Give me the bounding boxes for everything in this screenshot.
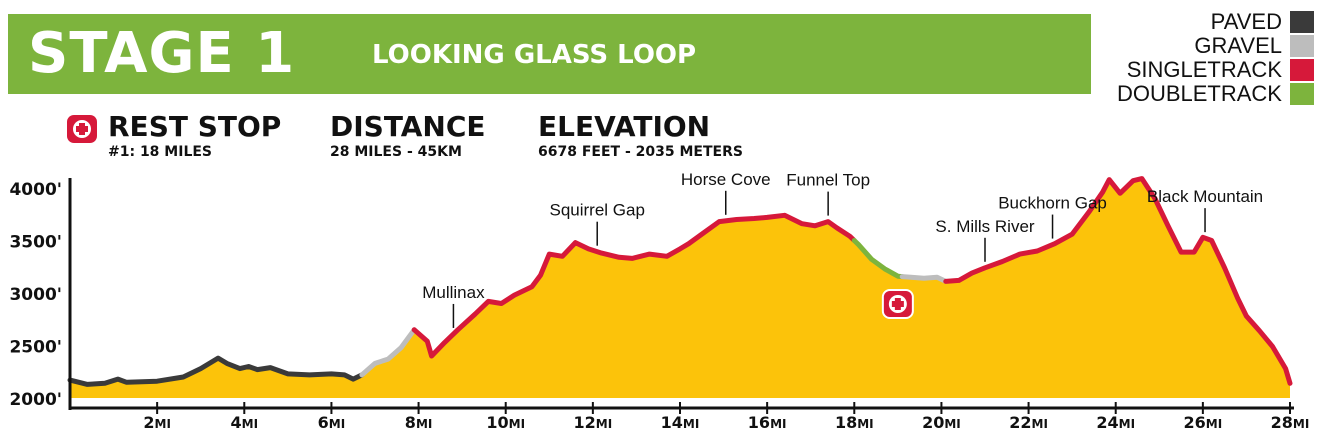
legend-label: PAVED [1210,9,1282,34]
rest-stop-marker-cross-h [891,301,904,307]
elevation-area [70,178,1290,398]
route-segment-paved [67,355,365,387]
x-tick-label: 14MI [661,413,700,432]
rest-stop-info: REST STOP #1: 18 MILES [108,110,282,161]
x-tick-label: 26MI [1184,413,1223,432]
annotation-label: Mullinax [422,283,485,302]
stage-title: STAGE 1 [28,21,296,86]
legend-label: SINGLETRACK [1126,57,1282,82]
legend-label: DOUBLETRACK [1116,81,1282,106]
stage-name: LOOKING GLASS LOOP [372,40,697,70]
distance-info: DISTANCE 28 MILES - 45KM [330,110,486,161]
y-tick-label: 4000' [9,180,62,200]
y-tick-label: 2000' [9,390,62,410]
legend-swatch-paved [1290,11,1314,33]
x-tick-label: 28MI [1271,413,1310,432]
legend-label: GRAVEL [1194,33,1282,58]
x-tick-label: 18MI [835,413,874,432]
annotation-label: Black Mountain [1147,187,1263,206]
legend-item-singletrack: SINGLETRACK [1090,58,1316,82]
annotation-label: Funnel Top [786,171,870,190]
stage-banner [8,14,1091,94]
route-segment-singletrack [411,212,857,359]
elevation-title: ELEVATION [538,110,711,143]
annotation-label: Buckhorn Gap [998,194,1107,213]
route-segment-gravel [899,274,949,284]
x-tick-label: 24MI [1096,413,1135,432]
legend-item-gravel: GRAVEL [1090,34,1316,58]
elevation-info: ELEVATION 6678 FEET - 2035 METERS [538,110,743,161]
legend-swatch-singletrack [1290,59,1314,81]
rest-stop-title: REST STOP [108,110,282,143]
x-tick-label: 4MI [231,413,259,432]
x-tick-label: 16MI [748,413,787,432]
x-tick-label: 2MI [143,413,171,432]
distance-title: DISTANCE [330,110,486,143]
x-tick-label: 12MI [574,413,613,432]
x-tick-label: 6MI [318,413,346,432]
x-tick-label: 22MI [1009,413,1048,432]
legend-swatch-gravel [1290,35,1314,57]
annotation-label: Horse Cove [681,170,771,189]
rest-stop-icon [67,115,97,143]
x-tick-label: 10MI [486,413,525,432]
elevation-value: 6678 FEET - 2035 METERS [538,144,743,160]
x-tick-label: 8MI [405,413,433,432]
route-segment-singletrack [943,176,1293,386]
surface-legend: PAVED GRAVEL SINGLETRACK DOUBLETRACK [1090,10,1316,106]
y-tick-label: 3000' [9,285,62,305]
rest-stop-value: #1: 18 MILES [108,144,213,160]
legend-swatch-doubletrack [1290,83,1314,105]
legend-item-doubletrack: DOUBLETRACK [1090,82,1316,106]
annotation-label: S. Mills River [935,217,1035,236]
annotation-label: Squirrel Gap [549,201,644,220]
y-tick-label: 3500' [9,233,62,253]
x-tick-label: 20MI [922,413,961,432]
route-segment-doubletrack [851,238,905,280]
route-segment-gravel [359,327,417,378]
y-tick-label: 2500' [9,338,62,358]
legend-item-paved: PAVED [1090,10,1316,34]
distance-value: 28 MILES - 45KM [330,144,462,160]
